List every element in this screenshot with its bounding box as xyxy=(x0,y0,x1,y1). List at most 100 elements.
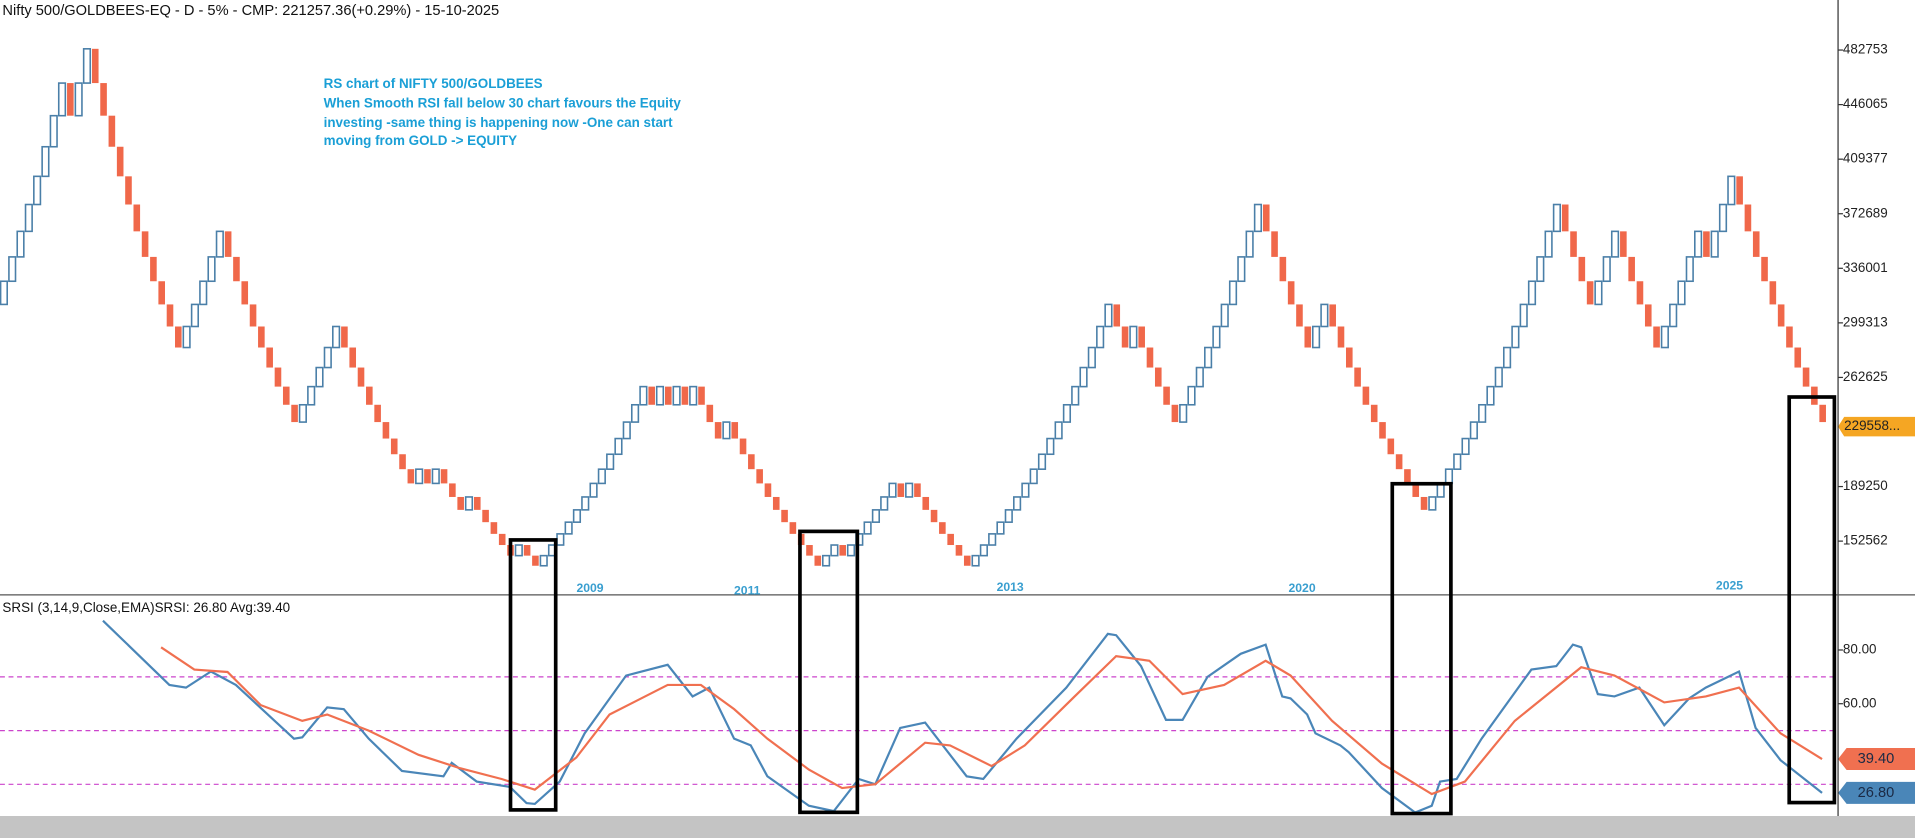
year-label: 2025 xyxy=(1716,579,1743,593)
brick-up xyxy=(1610,230,1620,258)
brick-down xyxy=(1354,367,1361,387)
brick-down xyxy=(897,483,905,497)
brick-up xyxy=(622,421,631,440)
brick-down xyxy=(141,231,149,257)
brick-down xyxy=(1113,304,1121,327)
brick-down xyxy=(1752,231,1760,257)
brick-down xyxy=(150,256,157,282)
brick-up xyxy=(431,468,440,485)
brick-down xyxy=(1370,404,1378,423)
brick-down xyxy=(116,146,124,177)
brick-up xyxy=(1245,230,1254,258)
year-label: 2020 xyxy=(1288,581,1315,595)
brick-down xyxy=(1744,204,1752,232)
brick-down xyxy=(947,533,954,546)
current-value-label: 39.40 xyxy=(1858,751,1895,767)
brick-down xyxy=(1387,438,1395,455)
brick-up xyxy=(1129,325,1138,349)
year-label: 2013 xyxy=(997,580,1024,594)
brick-down xyxy=(532,555,539,566)
brick-down xyxy=(1171,404,1179,423)
brick-up xyxy=(1669,303,1678,328)
brick-down xyxy=(1395,454,1403,470)
brick-up xyxy=(1087,346,1096,369)
brick-down xyxy=(241,281,249,305)
brick-down xyxy=(756,469,763,484)
brick-down xyxy=(664,386,672,405)
brick-down xyxy=(939,522,946,534)
brick-up xyxy=(1021,482,1030,498)
y-tick-label: 60.00 xyxy=(1843,695,1877,710)
brick-up xyxy=(581,496,590,511)
y-tick-label: 446065 xyxy=(1843,96,1888,111)
indicator-line xyxy=(102,619,1823,814)
brick-down xyxy=(100,83,107,116)
highlight-boxes xyxy=(508,395,1837,816)
brick-down xyxy=(1362,386,1370,405)
current-price-label: 229558... xyxy=(1844,418,1900,433)
brick-down xyxy=(930,509,938,523)
brick-down xyxy=(1146,347,1154,368)
brick-up xyxy=(1320,303,1329,328)
y-tick-label: 262625 xyxy=(1843,369,1888,384)
bottom-bar xyxy=(0,816,1915,838)
brick-down xyxy=(67,83,74,116)
brick-down xyxy=(1262,204,1270,232)
brick-down xyxy=(1578,256,1586,282)
brick-up xyxy=(1536,256,1545,283)
y-tick-label: 152562 xyxy=(1843,533,1888,548)
brick-up xyxy=(8,256,17,283)
brick-up xyxy=(1054,421,1063,440)
y-tick-label: 189250 xyxy=(1843,478,1888,493)
brick-up xyxy=(307,385,316,406)
brick-up xyxy=(1519,303,1528,328)
brick-up xyxy=(1204,346,1213,369)
brick-up xyxy=(1428,496,1437,511)
brick-down xyxy=(449,483,456,497)
brick-up xyxy=(556,533,565,546)
y-tick-label: 80.00 xyxy=(1843,642,1877,657)
brick-down xyxy=(1287,281,1295,305)
brick-down xyxy=(390,438,398,455)
brick-down xyxy=(789,522,797,534)
brick-up xyxy=(332,325,341,349)
brick-down xyxy=(1271,231,1278,257)
brick-down xyxy=(374,404,381,423)
brick-up xyxy=(1071,385,1080,406)
brick-up xyxy=(1046,437,1055,456)
indicator-line xyxy=(160,646,1823,796)
brick-down xyxy=(1703,231,1710,257)
brick-up xyxy=(1037,453,1047,470)
current-price-marker xyxy=(1838,416,1915,437)
brick-down xyxy=(382,422,390,439)
brick-down xyxy=(224,231,232,257)
highlight-box xyxy=(798,529,860,815)
brick-up xyxy=(971,554,980,567)
brick-down xyxy=(1404,469,1411,484)
brick-down xyxy=(440,469,448,484)
brick-down xyxy=(739,438,747,455)
brick-down xyxy=(158,281,165,305)
brick-up xyxy=(539,554,548,567)
brick-down xyxy=(366,386,373,405)
brick-down xyxy=(133,204,141,232)
current-value-marker xyxy=(1838,781,1915,804)
brick-up xyxy=(689,385,698,406)
brick-up xyxy=(996,521,1005,535)
brick-down xyxy=(357,367,365,387)
annotation: RS chart of NIFTY 500/GOLDBEES xyxy=(324,76,543,91)
brick-down xyxy=(698,386,705,405)
brick-up xyxy=(33,175,42,206)
brick-up xyxy=(672,385,681,406)
brick-up xyxy=(1486,385,1495,406)
brick-down xyxy=(714,422,722,439)
brick-down xyxy=(1794,347,1802,368)
highlight-box xyxy=(1390,481,1453,816)
brick-down xyxy=(282,386,290,405)
brick-down xyxy=(341,326,348,348)
brick-up xyxy=(1660,325,1669,349)
brick-up xyxy=(24,203,33,233)
brick-up xyxy=(564,521,573,535)
brick-up xyxy=(863,521,872,535)
